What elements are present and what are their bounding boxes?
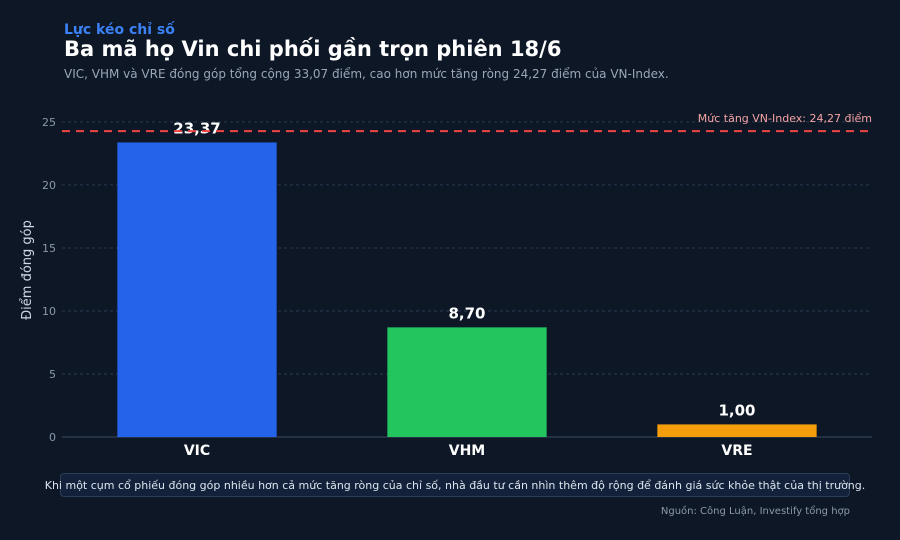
y-tick-label: 0	[49, 431, 56, 444]
x-tick-label: VHM	[449, 443, 485, 459]
y-tick-label: 10	[42, 305, 56, 318]
chart-subtitle: VIC, VHM và VRE đóng góp tổng cộng 33,07…	[64, 67, 669, 81]
insight-note: Khi một cụm cổ phiếu đóng góp nhiều hơn …	[45, 473, 865, 497]
x-tick-label: VRE	[721, 443, 752, 459]
source-credit: Nguồn: Công Luận, Investify tổng hợp	[660, 506, 850, 517]
bar-vic	[117, 142, 277, 437]
y-tick-label: 15	[42, 242, 56, 255]
data-label: 23,37	[173, 119, 220, 137]
y-axis-title: Điểm đóng góp	[20, 220, 35, 320]
insight-note-text: Khi một cụm cổ phiếu đóng góp nhiều hơn …	[44, 478, 866, 492]
bar-chart: 0 5 10 15 20 25 Điểm đóng góp 23,37 VIC 8,70 VHM 1,…	[20, 112, 872, 459]
x-tick-label: VIC	[184, 443, 210, 459]
y-tick-label: 20	[42, 179, 56, 192]
bar-vre	[657, 424, 817, 437]
y-tick-label: 25	[42, 116, 56, 129]
reference-line-label: Mức tăng VN-Index: 24,27 điểm	[698, 112, 872, 125]
bar-vhm	[387, 327, 547, 437]
chart-title: Ba mã họ Vin chi phối gần trọn phiên 18/…	[64, 37, 562, 61]
data-label: 1,00	[718, 401, 755, 419]
data-label: 8,70	[448, 304, 485, 322]
chart-kicker: Lực kéo chỉ số	[64, 22, 175, 38]
y-tick-label: 5	[49, 368, 56, 381]
